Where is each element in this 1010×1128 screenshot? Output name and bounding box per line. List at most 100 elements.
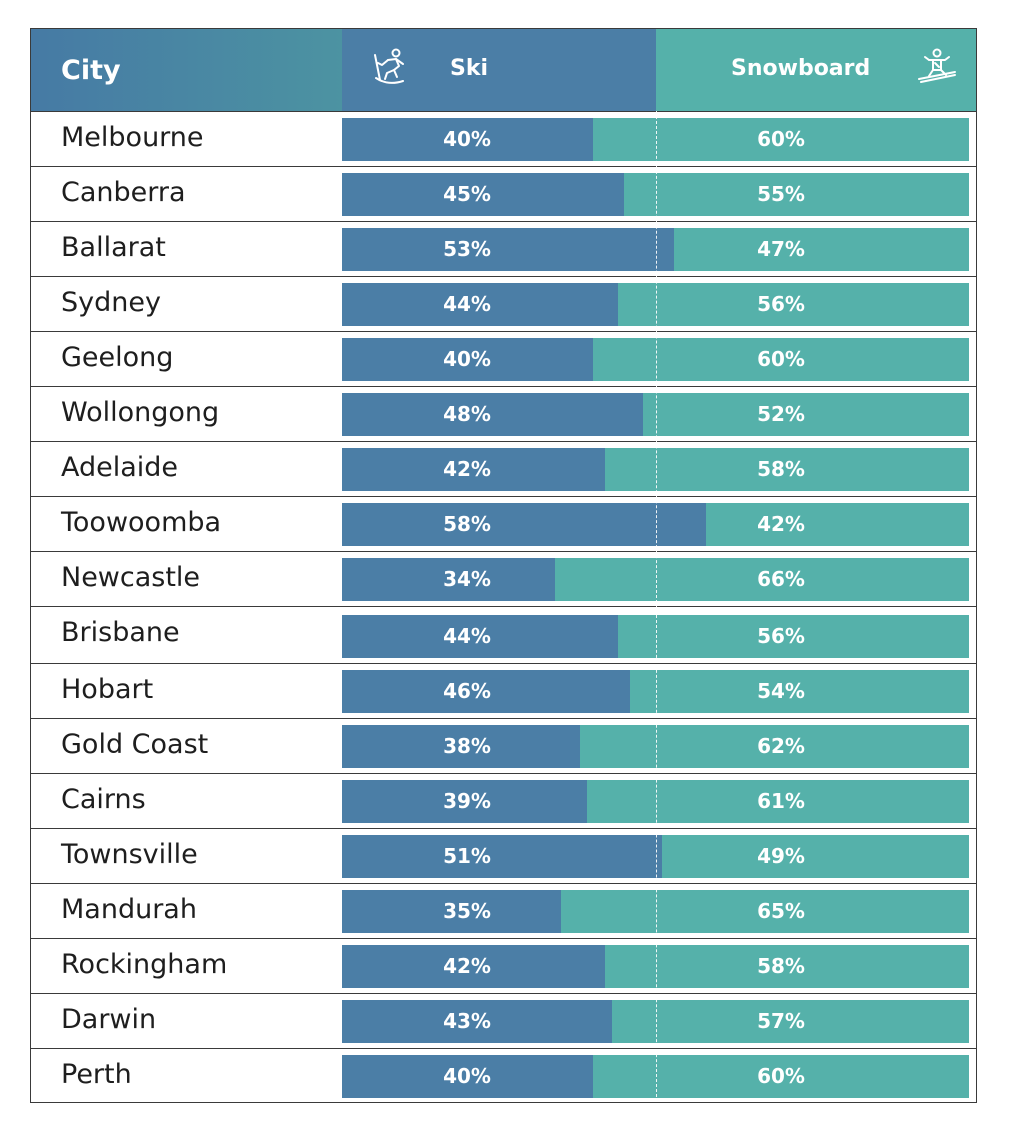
stacked-bar: 42% 58%: [342, 448, 969, 491]
ski-bar: [342, 725, 580, 768]
ski-value-label: 38%: [443, 734, 491, 758]
stacked-bar: 40% 60%: [342, 338, 969, 381]
snowboard-value-label: 58%: [757, 457, 805, 481]
city-name: Newcastle: [61, 562, 201, 593]
ski-bar: [342, 1000, 612, 1043]
snowboard-bar: [662, 835, 969, 878]
city-name: Geelong: [61, 342, 174, 373]
stacked-bar: 40% 60%: [342, 1055, 969, 1098]
ski-bar: [342, 615, 618, 658]
city-name: Brisbane: [61, 617, 180, 648]
ski-value-label: 48%: [443, 402, 491, 426]
city-name: Gold Coast: [61, 729, 209, 760]
city-name: Rockingham: [61, 949, 228, 980]
stacked-bar: 38% 62%: [342, 725, 969, 768]
snowboard-value-label: 61%: [757, 789, 805, 813]
ski-bar: [342, 338, 593, 381]
stacked-bar: 42% 58%: [342, 945, 969, 988]
snowboard-bar: [605, 945, 969, 988]
city-name: Wollongong: [61, 397, 220, 428]
header-snowboard: Snowboard: [656, 29, 976, 111]
header-ski: Ski: [342, 29, 656, 111]
ski-bar: [342, 283, 618, 326]
ski-bar: [342, 503, 706, 546]
ski-value-label: 34%: [443, 567, 491, 591]
city-name: Townsville: [61, 839, 198, 870]
snowboard-value-label: 57%: [757, 1009, 805, 1033]
stacked-bar: 53% 47%: [342, 228, 969, 271]
table-row: Perth 40% 60%: [31, 1048, 976, 1102]
ski-value-label: 42%: [443, 954, 491, 978]
city-name: Canberra: [61, 177, 186, 208]
stacked-bar: 43% 57%: [342, 1000, 969, 1043]
ski-value-label: 44%: [443, 292, 491, 316]
snowboard-value-label: 49%: [757, 844, 805, 868]
ski-value-label: 43%: [443, 1009, 491, 1033]
stacked-bar: 44% 56%: [342, 615, 969, 658]
snowboard-bar: [593, 1055, 969, 1098]
snowboard-value-label: 55%: [757, 182, 805, 206]
table-row: Gold Coast 38% 62%: [31, 718, 976, 773]
table-row: Newcastle 34% 66%: [31, 551, 976, 606]
city-name: Ballarat: [61, 232, 166, 263]
header-city-label: City: [61, 55, 121, 86]
city-name: Perth: [61, 1059, 132, 1090]
ski-bar: [342, 558, 555, 601]
snowboard-value-label: 56%: [757, 292, 805, 316]
table-row: Cairns 39% 61%: [31, 773, 976, 828]
snowboard-value-label: 60%: [757, 127, 805, 151]
snowboard-bar: [674, 228, 969, 271]
snowboard-value-label: 58%: [757, 954, 805, 978]
snowboard-bar: [706, 503, 969, 546]
skier-icon: [374, 48, 404, 84]
snowboard-bar: [605, 448, 969, 491]
snowboard-value-label: 66%: [757, 567, 805, 591]
ski-value-label: 53%: [443, 237, 491, 261]
ski-bar: [342, 448, 605, 491]
table-row: Adelaide 42% 58%: [31, 441, 976, 496]
stacked-bar: 35% 65%: [342, 890, 969, 933]
ski-bar: [342, 835, 662, 878]
ski-bar: [342, 670, 630, 713]
snowboard-bar: [580, 725, 969, 768]
city-name: Cairns: [61, 784, 146, 815]
table-row: Wollongong 48% 52%: [31, 386, 976, 441]
snowboard-value-label: 56%: [757, 624, 805, 648]
snowboard-bar: [618, 615, 969, 658]
ski-value-label: 42%: [443, 457, 491, 481]
snowboard-value-label: 47%: [757, 237, 805, 261]
table-row: Mandurah 35% 65%: [31, 883, 976, 938]
stacked-bar: 40% 60%: [342, 118, 969, 161]
city-name: Sydney: [61, 287, 161, 318]
table-row: Toowoomba 58% 42%: [31, 496, 976, 551]
table-row: Geelong 40% 60%: [31, 331, 976, 386]
ski-value-label: 39%: [443, 789, 491, 813]
stacked-bar: 44% 56%: [342, 283, 969, 326]
ski-value-label: 51%: [443, 844, 491, 868]
ski-value-label: 44%: [443, 624, 491, 648]
stacked-bar: 48% 52%: [342, 393, 969, 436]
header-ski-label: Ski: [450, 56, 489, 81]
table-row: Sydney 44% 56%: [31, 276, 976, 331]
table-header: City Ski Snowboard: [31, 29, 976, 111]
stacked-bar: 51% 49%: [342, 835, 969, 878]
snowboard-bar: [618, 283, 969, 326]
city-name: Melbourne: [61, 122, 204, 153]
table-row: Rockingham 42% 58%: [31, 938, 976, 993]
ski-value-label: 45%: [443, 182, 491, 206]
stacked-bar: 46% 54%: [342, 670, 969, 713]
city-name: Toowoomba: [61, 507, 222, 538]
snowboard-bar: [624, 173, 969, 216]
header-snowboard-label: Snowboard: [731, 56, 871, 81]
header-city: City: [31, 29, 342, 111]
ski-value-label: 40%: [443, 127, 491, 151]
table-row: Ballarat 53% 47%: [31, 221, 976, 276]
table-row: Melbourne 40% 60%: [31, 111, 976, 166]
ski-bar: [342, 173, 624, 216]
table-row: Brisbane 44% 56%: [31, 606, 976, 663]
snowboard-bar: [593, 338, 969, 381]
ski-bar: [342, 118, 593, 161]
ski-value-label: 58%: [443, 512, 491, 536]
ski-bar: [342, 890, 561, 933]
ski-value-label: 35%: [443, 899, 491, 923]
